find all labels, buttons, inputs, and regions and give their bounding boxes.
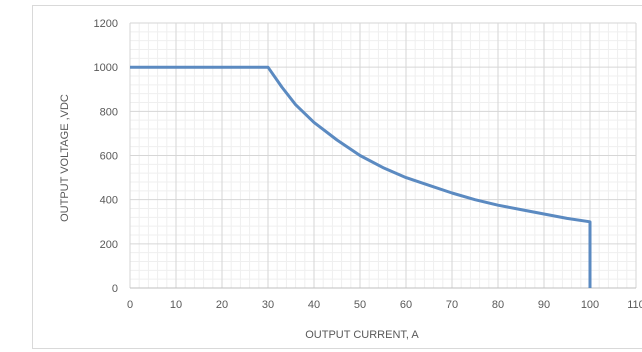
x-tick-label: 30 xyxy=(262,299,274,311)
x-tick-label: 20 xyxy=(216,299,228,311)
y-tick-label: 600 xyxy=(100,151,118,163)
x-tick-label: 110 xyxy=(627,299,642,311)
y-tick-label: 200 xyxy=(100,239,118,251)
x-tick-label: 90 xyxy=(538,299,550,311)
chart-frame xyxy=(32,5,642,349)
x-tick-label: 10 xyxy=(170,299,182,311)
x-tick-label: 100 xyxy=(581,299,599,311)
x-tick-label: 70 xyxy=(446,299,458,311)
x-axis-title: OUTPUT CURRENT, A xyxy=(305,329,419,341)
x-tick-label: 0 xyxy=(127,299,133,311)
x-tick-label: 40 xyxy=(308,299,320,311)
y-tick-label: 1000 xyxy=(94,62,118,74)
series-layer xyxy=(130,65,592,288)
y-tick-label: 400 xyxy=(100,195,118,207)
y-tick-labels: 0 200 400 600 800 1000 1200 xyxy=(94,18,118,295)
series-line xyxy=(130,65,592,288)
y-axis-title: OUTPUT VOLTAGE ,VDC xyxy=(59,94,71,222)
x-tick-label: 60 xyxy=(400,299,412,311)
y-tick-label: 0 xyxy=(112,283,118,295)
x-tick-label: 80 xyxy=(492,299,504,311)
x-tick-label: 50 xyxy=(354,299,366,311)
major-grid xyxy=(129,22,637,289)
x-tick-labels: 0 10 20 30 40 50 60 70 80 90 100 110 xyxy=(127,299,642,311)
y-tick-label: 1200 xyxy=(94,18,118,30)
y-tick-label: 800 xyxy=(100,106,118,118)
